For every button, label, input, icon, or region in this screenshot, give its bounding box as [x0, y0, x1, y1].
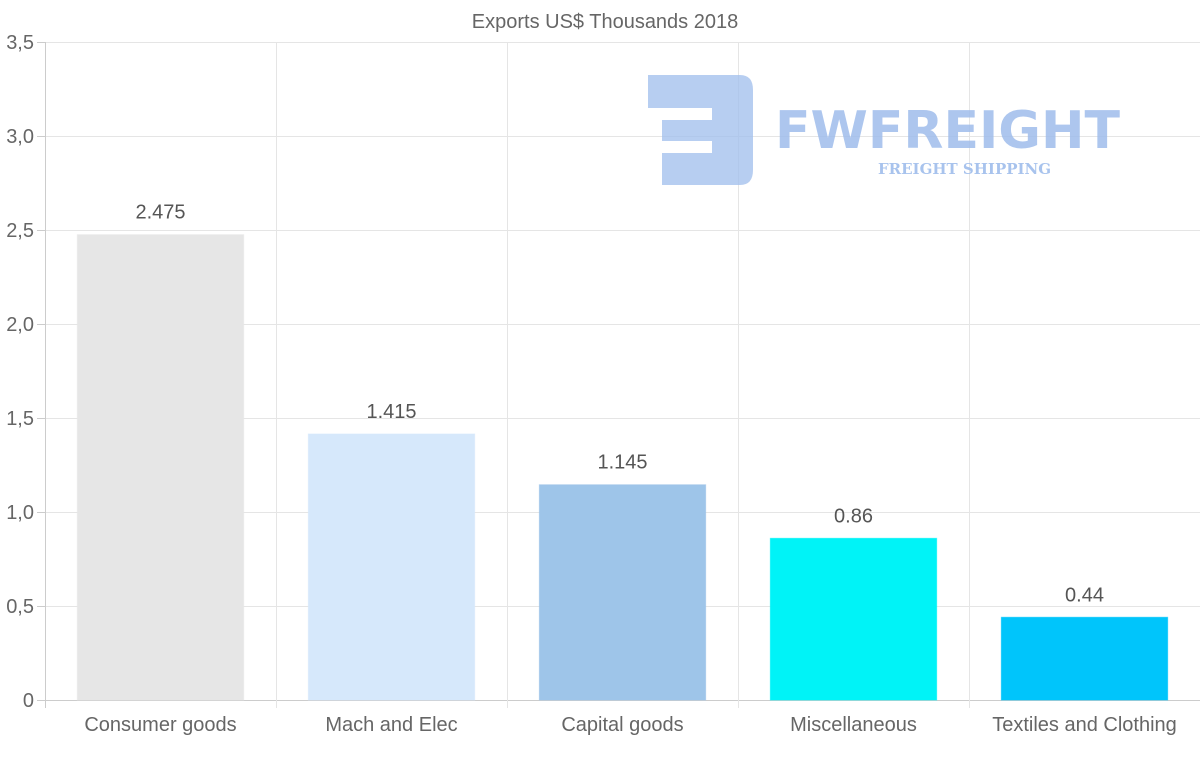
chart-title: Exports US$ Thousands 2018 [472, 11, 738, 33]
y-axis: 0 0,5 1,0 1,5 2,0 2,5 3,0 3,5 [6, 32, 34, 712]
x-category-label: Mach and Elec [325, 714, 457, 736]
y-tick-label: 0 [23, 690, 34, 712]
x-category-label: Consumer goods [84, 714, 236, 736]
x-category-label: Capital goods [561, 714, 683, 736]
x-category-label: Textiles and Clothing [992, 714, 1177, 736]
data-label: 1.415 [366, 401, 416, 423]
y-tick-label: 2,5 [6, 220, 34, 242]
bars [76, 234, 1169, 701]
y-tick-label: 3,0 [6, 126, 34, 148]
watermark: FWFREIGHT FREIGHT SHIPPING [648, 75, 1121, 185]
y-tick-label: 1,0 [6, 502, 34, 524]
data-label: 1.145 [597, 452, 647, 474]
x-category-label: Miscellaneous [790, 714, 917, 736]
y-tick-label: 0,5 [6, 596, 34, 618]
data-label: 0.44 [1065, 584, 1104, 606]
fwfreight-logo-icon [648, 75, 753, 185]
bar-mach-and-elec[interactable] [307, 433, 476, 701]
y-tick-label: 2,0 [6, 314, 34, 336]
y-tick-label: 3,5 [6, 32, 34, 54]
y-tick-label: 1,5 [6, 408, 34, 430]
data-labels: 2.475 1.415 1.145 0.86 0.44 [135, 202, 1104, 607]
data-label: 0.86 [834, 505, 873, 527]
watermark-brand: FWFREIGHT [775, 101, 1121, 161]
watermark-tagline: FREIGHT SHIPPING [878, 160, 1051, 178]
bar-consumer-goods[interactable] [76, 234, 245, 701]
bar-miscellaneous[interactable] [769, 537, 938, 701]
data-label: 2.475 [135, 202, 185, 224]
bar-capital-goods[interactable] [538, 484, 707, 701]
x-axis: Consumer goods Mach and Elec Capital goods… [84, 714, 1176, 736]
bar-textiles-and-clothing[interactable] [1000, 616, 1169, 701]
